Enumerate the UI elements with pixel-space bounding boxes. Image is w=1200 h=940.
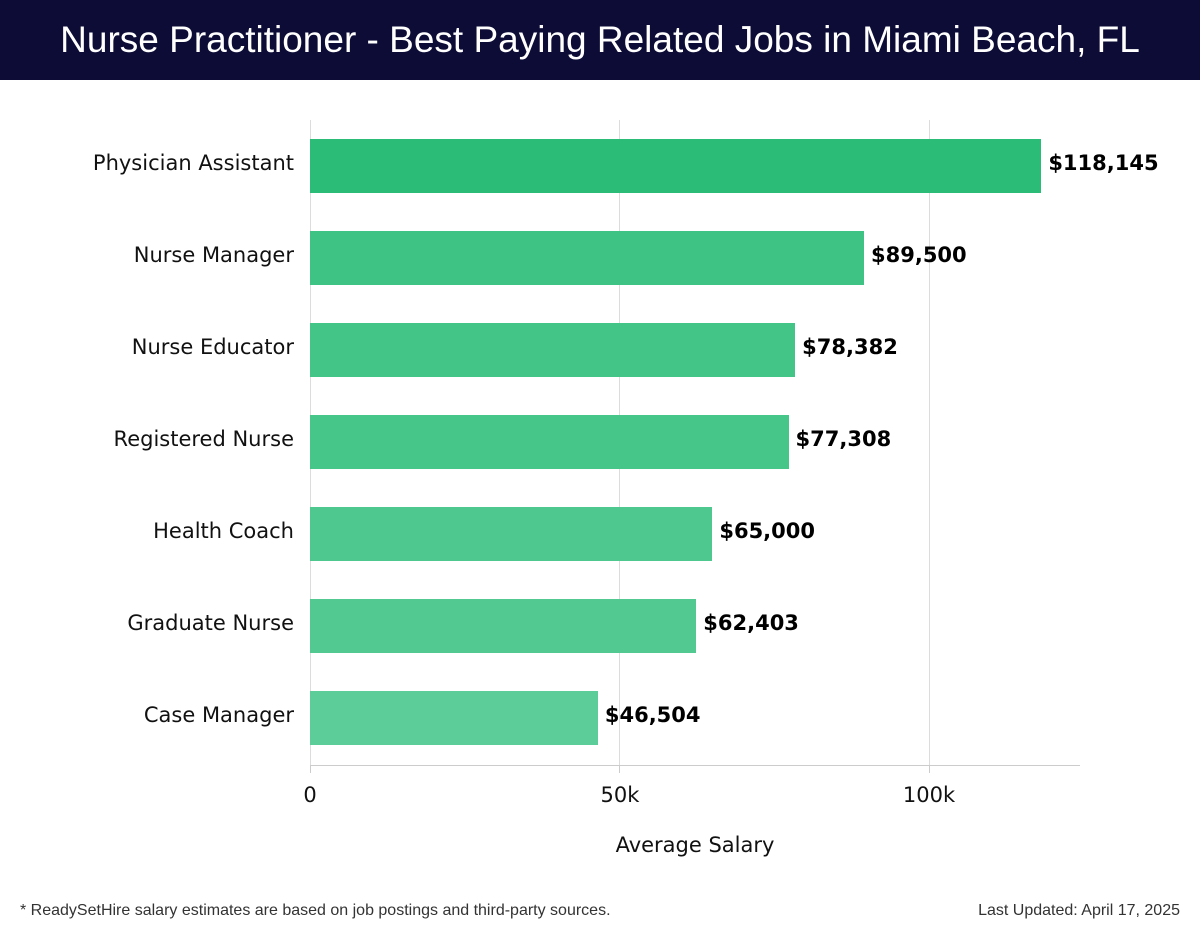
value-label: $46,504 bbox=[604, 703, 701, 727]
bar[interactable] bbox=[310, 231, 864, 285]
category-label: Registered Nurse bbox=[113, 427, 294, 451]
bar[interactable] bbox=[310, 323, 796, 377]
category-label: Nurse Manager bbox=[133, 243, 294, 267]
category-label: Physician Assistant bbox=[92, 151, 294, 175]
x-tick-label: 100k bbox=[902, 783, 956, 807]
x-tick-label: 50k bbox=[600, 783, 640, 807]
chart-header: Nurse Practitioner - Best Paying Related… bbox=[0, 0, 1200, 80]
category-label: Graduate Nurse bbox=[127, 611, 294, 635]
x-tick-50k bbox=[619, 765, 620, 773]
value-label: $78,382 bbox=[802, 335, 898, 359]
value-label: $77,308 bbox=[795, 427, 892, 451]
bar[interactable] bbox=[310, 139, 1042, 193]
value-label: $62,403 bbox=[703, 611, 799, 635]
x-axis-title: Average Salary bbox=[615, 833, 775, 857]
x-tick-100k bbox=[929, 765, 930, 773]
category-label: Nurse Educator bbox=[131, 335, 294, 359]
gridline-100k bbox=[929, 120, 930, 765]
bar[interactable] bbox=[310, 507, 713, 561]
value-label: $65,000 bbox=[719, 519, 815, 543]
x-tick-0 bbox=[310, 765, 311, 773]
bar[interactable] bbox=[310, 691, 598, 745]
x-axis-line bbox=[310, 765, 1080, 766]
value-label: $89,500 bbox=[871, 243, 967, 267]
value-label: $118,145 bbox=[1048, 151, 1159, 175]
bar[interactable] bbox=[310, 415, 789, 469]
last-updated: Last Updated: April 17, 2025 bbox=[978, 902, 1180, 919]
footnote: * ReadySetHire salary estimates are base… bbox=[20, 902, 611, 919]
bar[interactable] bbox=[310, 599, 697, 653]
category-label: Health Coach bbox=[153, 519, 294, 543]
chart-title: Nurse Practitioner - Best Paying Related… bbox=[60, 19, 1140, 60]
category-label: Case Manager bbox=[143, 703, 294, 727]
x-tick-label: 0 bbox=[303, 783, 317, 807]
